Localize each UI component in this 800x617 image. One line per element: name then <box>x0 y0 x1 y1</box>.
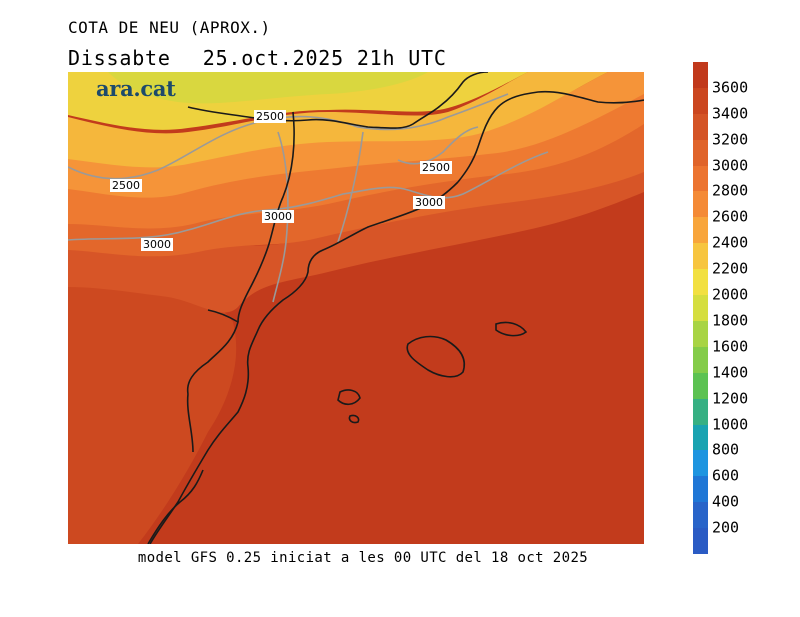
colorbar-step <box>693 398 708 426</box>
chart-title: COTA DE NEU (APROX.) <box>68 18 271 37</box>
chart-subtitle: Dissabte 25.oct.2025 21h UTC <box>68 46 479 70</box>
map-fill-2000 <box>108 72 428 104</box>
contour-label-5: 3000 <box>413 196 445 209</box>
colorbar-step <box>693 295 708 322</box>
colorbar-tick-label: 400 <box>712 492 740 511</box>
colorbar-step <box>693 243 708 270</box>
svg-text:3000: 3000 <box>143 238 171 251</box>
colorbar-tick-label: 200 <box>712 518 740 537</box>
colorbar-ticks: 3600 3400 3200 3000 2800 2600 2400 2200 2000 1800… <box>712 62 792 554</box>
colorbar-step <box>693 165 708 192</box>
map-fill-2600 <box>68 72 644 198</box>
colorbar-step <box>693 139 708 167</box>
contour-label-6: 3000 <box>141 238 173 251</box>
snow-level-map: 2500 2500 2500 3000 3000 3000 <box>68 72 644 544</box>
colorbar-tick-label: 1800 <box>712 311 749 330</box>
datetime-label: 25.oct.2025 21h UTC <box>202 46 447 70</box>
day-label: Dissabte <box>68 46 171 70</box>
aracat-logo[interactable]: ara.cat <box>96 76 176 101</box>
colorbar-step <box>693 528 708 555</box>
colorbar-tick-label: 2800 <box>712 181 749 200</box>
colorbar <box>693 62 708 555</box>
colorbar-step <box>693 113 708 141</box>
contour-label-4: 3000 <box>262 210 294 223</box>
colorbar-tick-label: 800 <box>712 440 740 459</box>
map-fill-3400 <box>68 272 237 544</box>
colorbar-tick-label: 600 <box>712 466 740 485</box>
colorbar-tick-label: 2400 <box>712 233 749 252</box>
svg-text:3000: 3000 <box>264 210 292 223</box>
contour-label-3: 2500 <box>420 161 452 174</box>
colorbar-step <box>693 269 708 296</box>
colorbar-step <box>693 372 708 400</box>
svg-text:3000: 3000 <box>415 196 443 209</box>
contour-labels: 2500 2500 2500 3000 3000 3000 <box>110 110 452 251</box>
map-fill-2400 <box>68 72 608 168</box>
contour-label-1: 2500 <box>254 110 286 123</box>
colorbar-tick-label: 1400 <box>712 363 749 382</box>
colorbar-step <box>693 191 708 218</box>
colorbar-tick-label: 2200 <box>712 259 749 278</box>
colorbar-tick-label: 1600 <box>712 337 749 356</box>
colorbar-tick-label: 2600 <box>712 207 749 226</box>
colorbar-tick-label: 3400 <box>712 104 749 123</box>
coastlines <box>147 72 644 544</box>
svg-text:2500: 2500 <box>112 179 140 192</box>
colorbar-step <box>693 424 708 451</box>
svg-text:2500: 2500 <box>422 161 450 174</box>
colorbar-tick-label: 3600 <box>712 78 749 97</box>
model-footer: model GFS 0.25 iniciat a les 00 UTC del … <box>137 550 589 566</box>
colorbar-tick-label: 3000 <box>712 156 749 175</box>
colorbar-step <box>693 502 708 529</box>
svg-text:2500: 2500 <box>256 110 284 123</box>
colorbar-tick-label: 3200 <box>712 130 749 149</box>
map-fill-2800 <box>68 92 644 229</box>
colorbar-step <box>693 217 708 244</box>
colorbar-step <box>693 62 708 89</box>
colorbar-step <box>693 346 708 374</box>
colorbar-step <box>693 450 708 477</box>
contour-label-2: 2500 <box>110 179 142 192</box>
colorbar-tick-label: 1000 <box>712 415 749 434</box>
colorbar-step <box>693 87 708 115</box>
colorbar-tick-label: 2000 <box>712 285 749 304</box>
colorbar-tick-label: 1200 <box>712 389 749 408</box>
colorbar-step <box>693 320 708 348</box>
contour-lines <box>68 93 549 303</box>
colorbar-step <box>693 476 708 503</box>
